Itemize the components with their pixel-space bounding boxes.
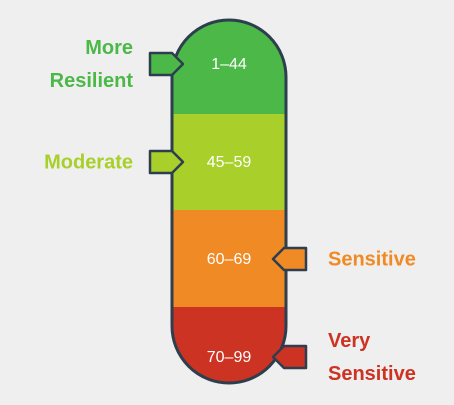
segment — [172, 210, 286, 307]
pointer-flag — [271, 246, 308, 272]
level-label: Resilient — [50, 70, 134, 92]
range-label: 60–69 — [207, 251, 252, 268]
range-label: 45–59 — [207, 154, 252, 171]
level-label: Sensitive — [328, 363, 416, 385]
level-label: More — [85, 37, 133, 59]
segment — [172, 114, 286, 210]
segments — [172, 20, 286, 383]
level-label: Moderate — [44, 151, 133, 173]
capsule-outline — [170, 18, 288, 385]
pointer-flag — [148, 149, 185, 175]
range-label: 1–44 — [211, 56, 247, 73]
segment — [172, 307, 286, 383]
pointer-flag — [148, 51, 185, 77]
range-label: 70–99 — [207, 349, 252, 366]
pointer-flag — [271, 344, 308, 370]
level-label: Sensitive — [328, 248, 416, 270]
level-label: Very — [328, 330, 371, 352]
